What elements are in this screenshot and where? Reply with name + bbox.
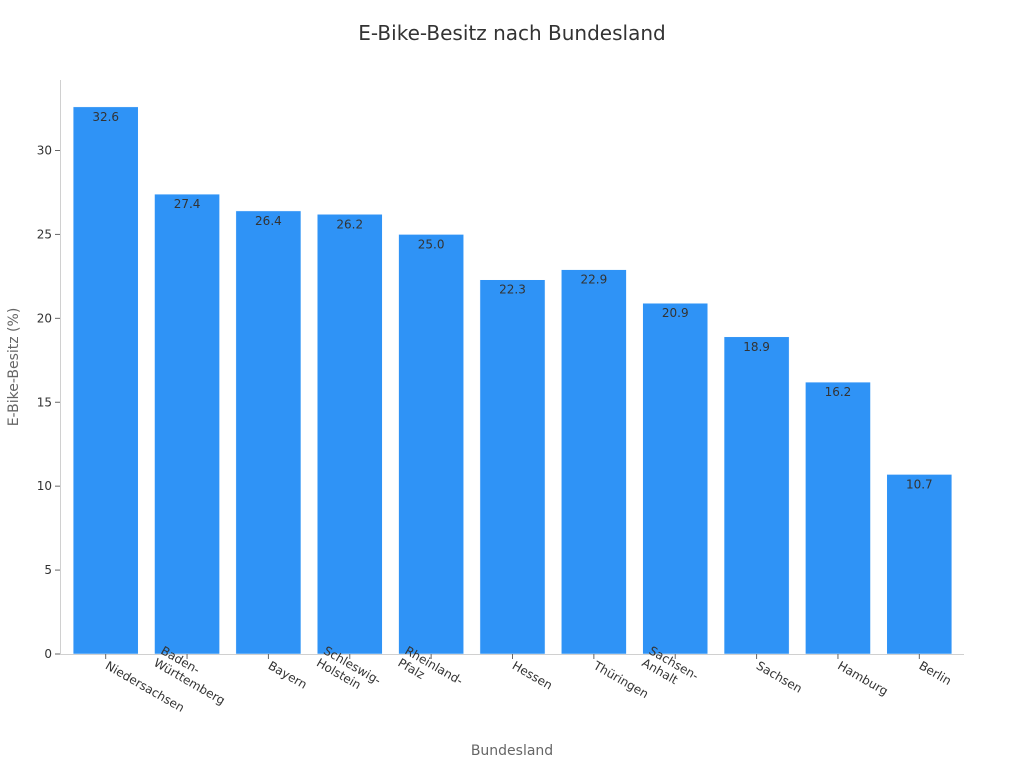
x-tick-label: Berlin xyxy=(917,658,954,688)
y-ticks-group: 0 5 10 15 20 25 30 xyxy=(37,143,60,661)
y-tick-label: 30 xyxy=(37,143,52,157)
x-tick-label: Sachsen xyxy=(754,658,805,695)
bar-value-label: 18.9 xyxy=(743,340,770,354)
bar[interactable] xyxy=(642,302,709,655)
x-tick-label: Bayern xyxy=(266,658,310,691)
x-axis-title: Bundesland xyxy=(471,743,553,759)
bar[interactable] xyxy=(316,214,383,655)
x-tick-label: Hessen xyxy=(510,658,555,692)
bar-value-label: 16.2 xyxy=(825,385,852,399)
x-tick-label-line: Hessen xyxy=(510,658,555,692)
data-labels-group: 32.6 27.4 26.4 26.2 25.0 22.3 22.9 20.9 18.9 16.2… xyxy=(92,110,932,492)
bar[interactable] xyxy=(398,234,464,655)
bar-value-label: 22.9 xyxy=(581,273,608,287)
chart-title: E-Bike-Besitz nach Bundesland xyxy=(358,21,665,45)
bar-value-label: 32.6 xyxy=(92,110,119,124)
y-tick-label: 0 xyxy=(44,647,52,661)
x-tick-label-line: Bayern xyxy=(266,658,310,691)
bar[interactable] xyxy=(72,106,139,655)
bar-value-label: 22.3 xyxy=(499,283,526,297)
y-tick-label: 5 xyxy=(44,563,52,577)
y-tick-label: 15 xyxy=(37,395,52,409)
bars-group xyxy=(72,106,953,655)
bar-value-label: 26.4 xyxy=(255,214,282,228)
bar[interactable] xyxy=(154,193,220,655)
x-tick-label: Hamburg xyxy=(835,658,890,698)
x-tick-label-line: Hamburg xyxy=(835,658,890,698)
y-tick-label: 25 xyxy=(37,227,52,241)
bar-value-label: 25.0 xyxy=(418,237,445,251)
y-tick-label: 10 xyxy=(37,479,52,493)
bar[interactable] xyxy=(723,336,790,655)
bar[interactable] xyxy=(479,279,546,655)
bar[interactable] xyxy=(235,210,302,655)
bar[interactable] xyxy=(805,381,871,655)
bar-value-label: 26.2 xyxy=(336,217,363,231)
x-tick-label-line: Berlin xyxy=(917,658,954,688)
bar[interactable] xyxy=(561,269,627,655)
bar-value-label: 27.4 xyxy=(174,197,201,211)
bar-value-label: 20.9 xyxy=(662,306,689,320)
bar[interactable] xyxy=(886,474,953,655)
y-tick-label: 20 xyxy=(37,311,52,325)
bar-value-label: 10.7 xyxy=(906,477,933,491)
x-tick-label-line: Sachsen xyxy=(754,658,805,695)
y-axis-title: E-Bike-Besitz (%) xyxy=(6,308,22,427)
